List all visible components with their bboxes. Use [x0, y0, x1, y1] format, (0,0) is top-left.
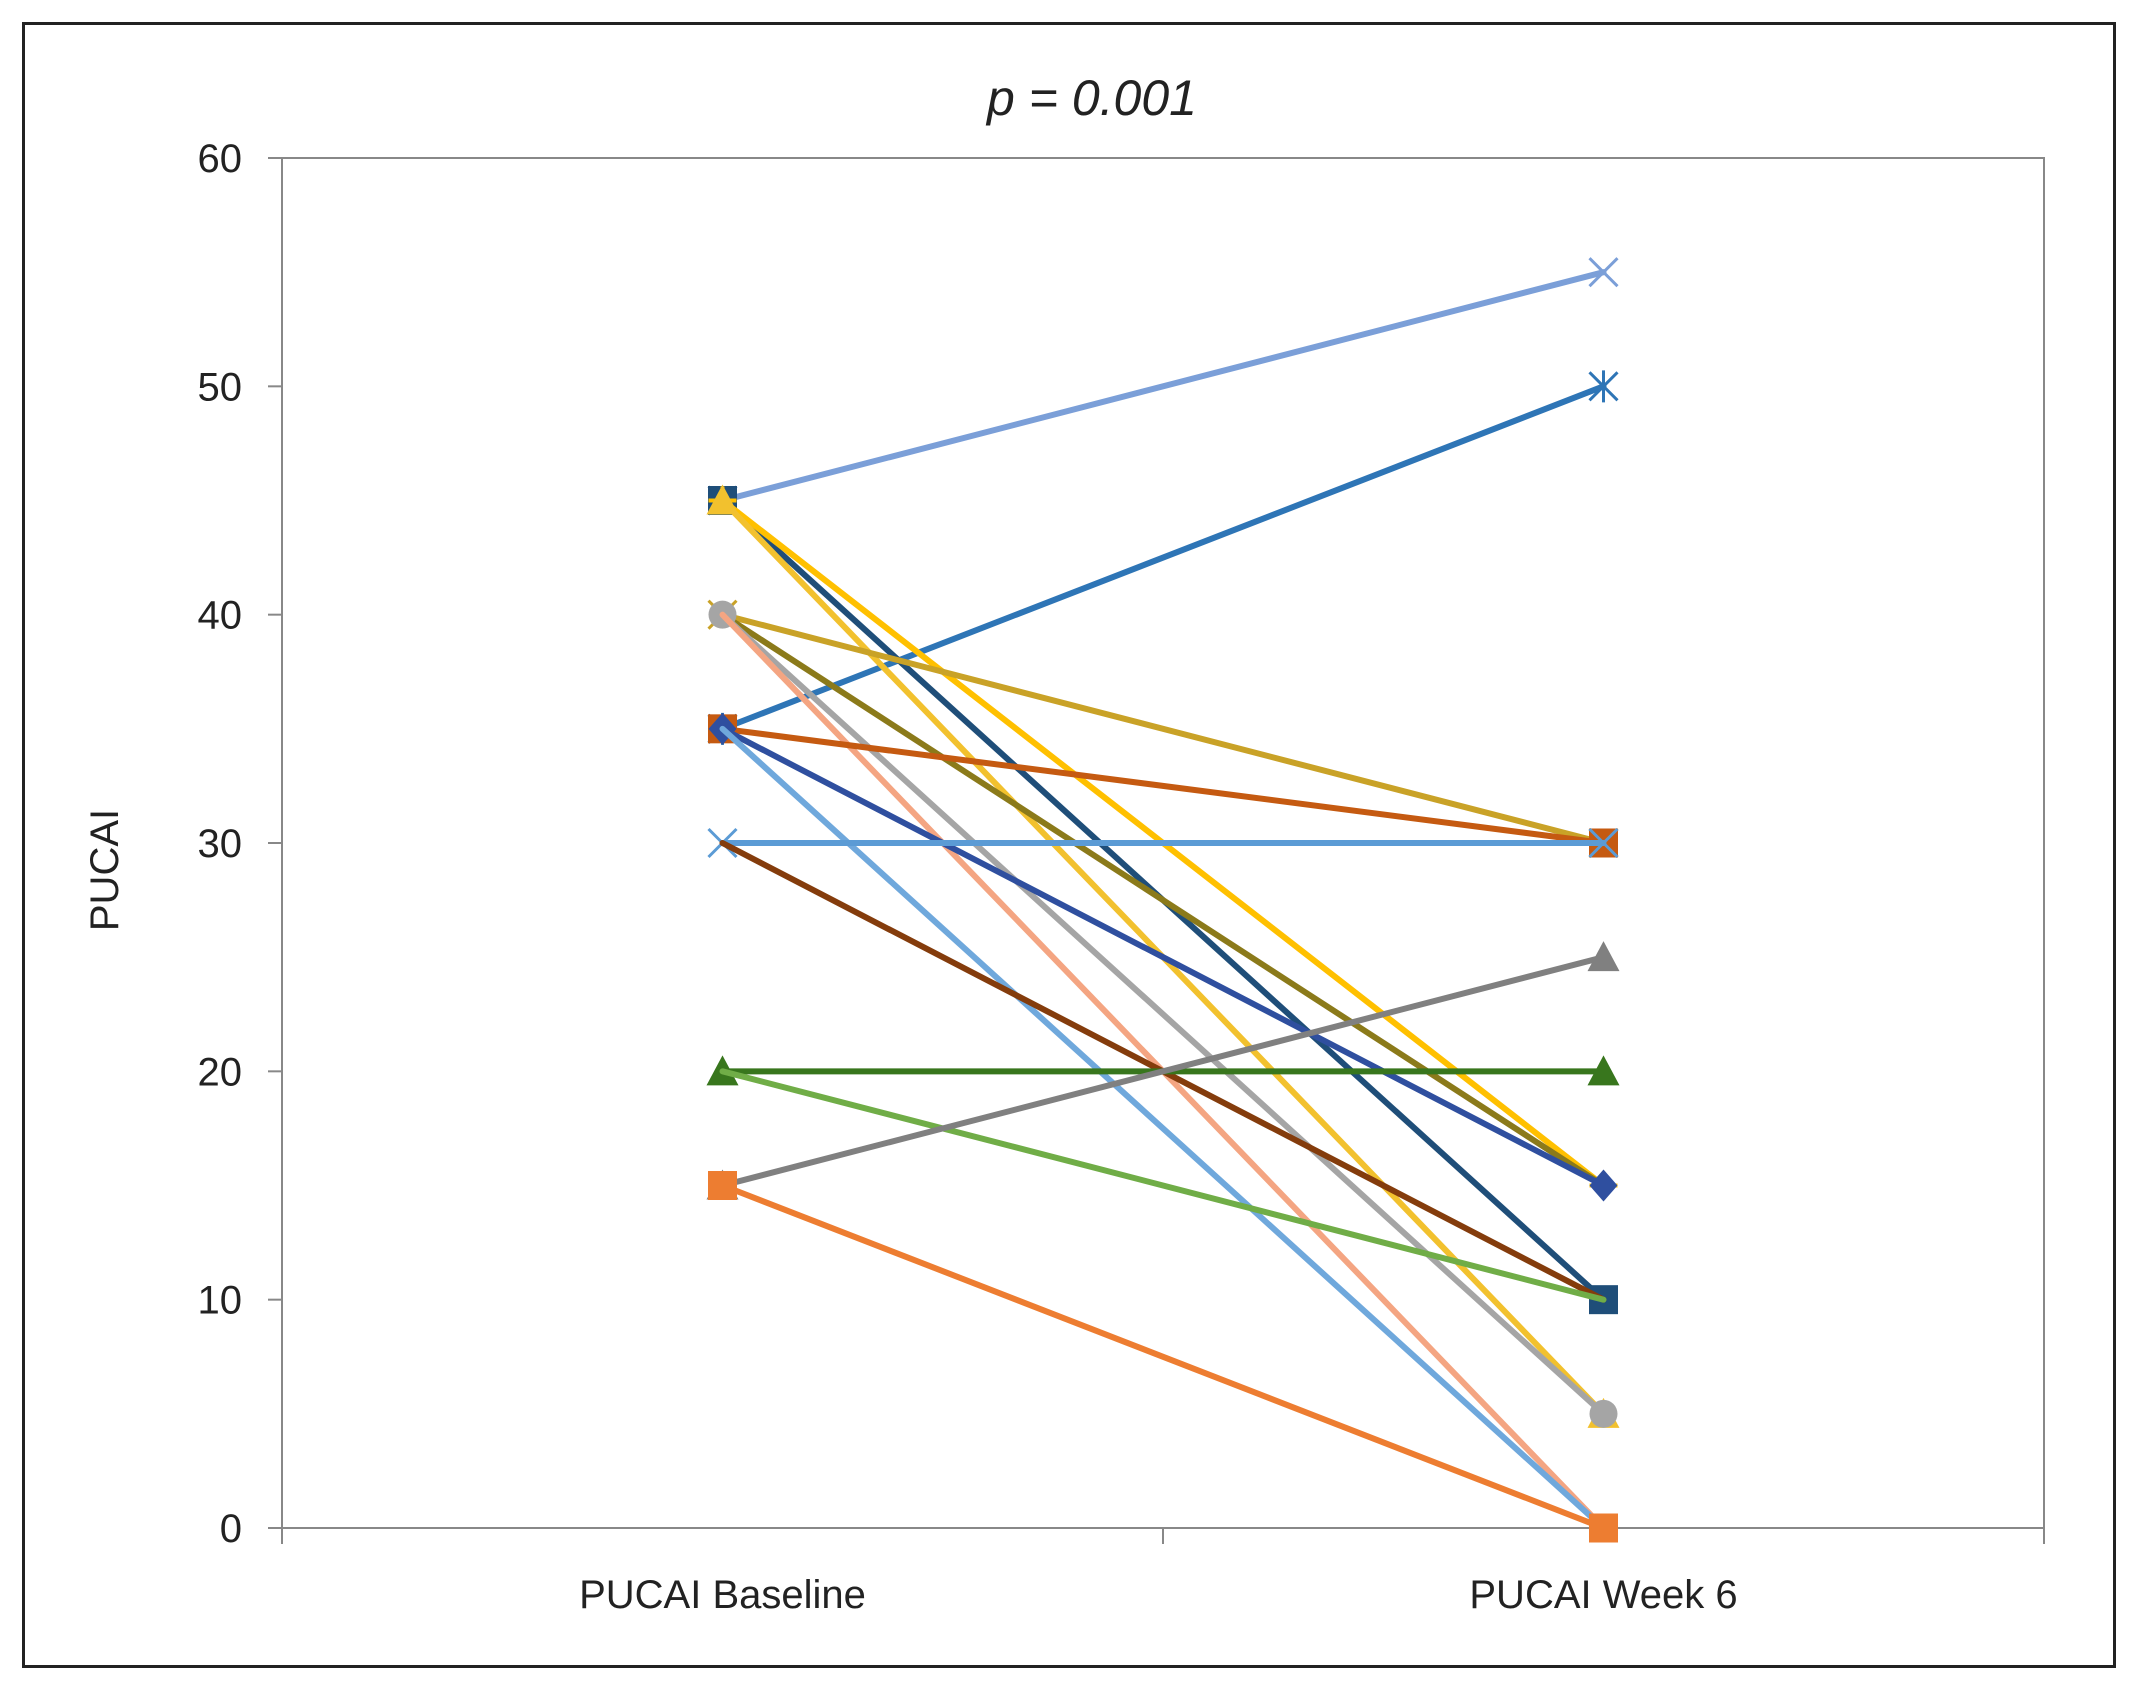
data-point-marker [1589, 1169, 1618, 1202]
series-line-group [719, 725, 1607, 1531]
data-point-marker [1587, 941, 1620, 972]
data-point-marker [708, 1171, 737, 1200]
series-line [719, 611, 1607, 1189]
series-line-group [708, 600, 1618, 1428]
data-point-marker [1588, 257, 1619, 288]
data-point-marker [1589, 1399, 1618, 1428]
y-tick-label: 20 [198, 1050, 243, 1094]
series-line [719, 954, 1607, 1189]
data-point-marker [1588, 370, 1619, 403]
series-line [719, 1068, 1607, 1303]
series-line [719, 1182, 1607, 1531]
series-line-group [708, 714, 1618, 858]
y-axis-title: PUCAI [83, 809, 127, 931]
y-tick-label: 0 [220, 1507, 242, 1551]
series-line [719, 611, 1607, 846]
series-line-group [707, 370, 1619, 745]
series-line [719, 269, 1607, 504]
data-point-marker [1589, 1513, 1618, 1543]
series-line [719, 383, 1607, 732]
series-line-group [707, 257, 1619, 516]
series-line [719, 725, 1607, 846]
x-tick-label: PUCAI Baseline [579, 1573, 866, 1617]
x-tick-label: PUCAI Week 6 [1469, 1573, 1737, 1617]
series-line-group [707, 827, 1619, 859]
series-line-group [719, 1068, 1607, 1303]
y-tick-label: 60 [198, 137, 243, 181]
series-line [719, 725, 1607, 1531]
series-line-group [719, 611, 1607, 1189]
data-point-marker [706, 484, 739, 515]
chart-title: p = 0.001 [985, 70, 1197, 126]
y-tick-label: 40 [198, 594, 243, 638]
data-point-marker [1587, 1055, 1620, 1086]
series-line [719, 725, 1607, 1189]
y-tick-label: 50 [198, 365, 243, 409]
y-tick-label: 10 [198, 1279, 243, 1323]
y-tick-label: 30 [198, 822, 243, 866]
series-line [719, 611, 1607, 1417]
series-line-group [708, 1171, 1618, 1543]
data-point-marker [1588, 827, 1619, 859]
